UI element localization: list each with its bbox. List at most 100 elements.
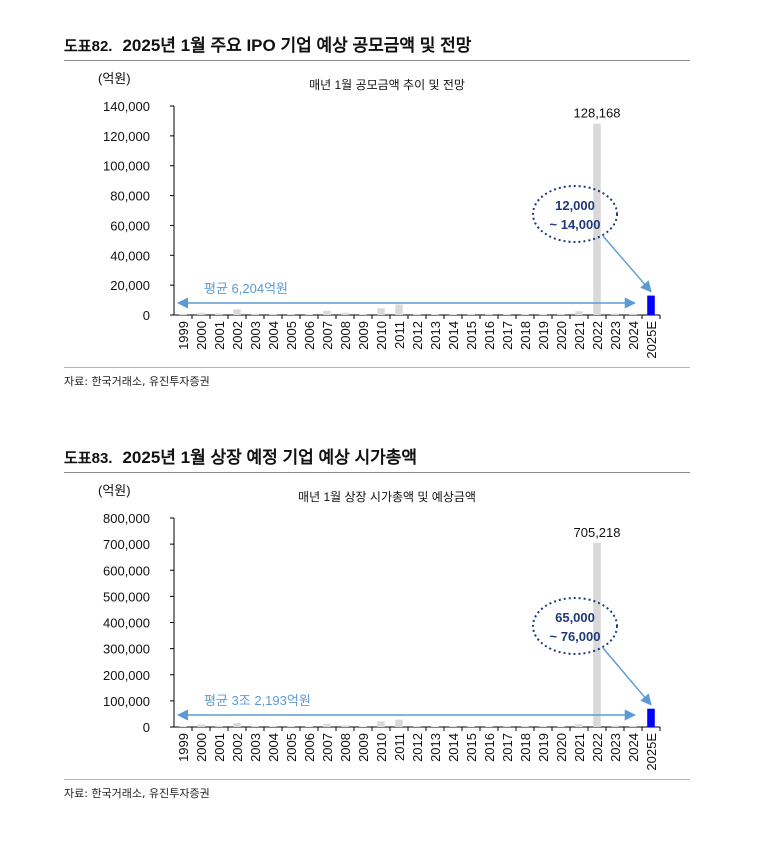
x-tick-label: 2011 — [392, 321, 407, 349]
x-tick-label: 2022 — [590, 733, 605, 762]
bar — [539, 726, 547, 727]
bar — [611, 725, 619, 727]
figure-title-row: 도표82. 2025년 1월 주요 IPO 기업 예상 공모금액 및 전망 — [64, 28, 690, 61]
bar — [395, 719, 403, 727]
bar — [323, 723, 331, 727]
x-tick-label: 2008 — [338, 321, 353, 350]
x-tick-label: 2023 — [608, 733, 623, 762]
x-tick-label: 2018 — [518, 733, 533, 762]
y-tick-label: 300,000 — [103, 642, 150, 657]
bar — [557, 726, 565, 727]
y-tick-label: 140,000 — [103, 99, 150, 114]
bar — [215, 313, 223, 315]
y-tick-label: 40,000 — [110, 248, 150, 263]
bar-forecast — [647, 295, 655, 315]
x-tick-label: 2012 — [410, 321, 425, 350]
bar — [503, 314, 511, 315]
x-tick-label: 2013 — [428, 321, 443, 350]
bar — [377, 308, 385, 315]
forecast-range-upper: 65,000 — [555, 610, 595, 625]
x-tick-label: 2005 — [284, 733, 299, 762]
bar — [521, 726, 529, 727]
x-tick-label: 2022 — [590, 321, 605, 350]
peak-value-label: 128,168 — [574, 106, 621, 121]
bar — [269, 726, 277, 727]
bar — [575, 724, 583, 727]
bar — [197, 312, 205, 315]
bar — [449, 726, 457, 727]
forecast-ellipse — [532, 597, 618, 655]
y-unit-label: (억원) — [98, 483, 131, 498]
peak-value-label: 705,218 — [574, 525, 621, 540]
bar — [233, 309, 241, 315]
x-tick-label: 2010 — [374, 733, 389, 762]
x-tick-label: 2013 — [428, 733, 443, 762]
x-tick-label: 2024 — [626, 321, 641, 350]
bar — [341, 312, 349, 315]
figure-market-cap: 도표83. 2025년 1월 상장 예정 기업 예상 시가총액 (억원) 매년 1… — [64, 440, 690, 801]
x-tick-label: 2003 — [248, 321, 263, 350]
y-tick-label: 200,000 — [103, 668, 150, 683]
x-tick-label: 2009 — [356, 321, 371, 350]
x-tick-label: 2012 — [410, 733, 425, 762]
x-tick-label: 2024 — [626, 733, 641, 762]
bar — [521, 314, 529, 315]
x-tick-label: 2014 — [446, 321, 461, 350]
forecast-range-lower: ~ 14,000 — [550, 217, 601, 232]
x-tick-label: 2005 — [284, 321, 299, 350]
x-tick-label: 2000 — [194, 733, 209, 762]
figure-label: 도표82. — [64, 38, 113, 55]
bar — [539, 314, 547, 315]
y-tick-label: 100,000 — [103, 159, 150, 174]
x-tick-label: 2025E — [644, 733, 659, 771]
x-tick-label: 2011 — [392, 733, 407, 761]
x-tick-label: 2019 — [536, 321, 551, 350]
x-tick-label: 2004 — [266, 321, 281, 350]
x-tick-label: 2014 — [446, 733, 461, 762]
bar — [593, 123, 601, 315]
figure-ipo-amount: 도표82. 2025년 1월 주요 IPO 기업 예상 공모금액 및 전망 (억… — [64, 28, 690, 389]
y-tick-label: 400,000 — [103, 616, 150, 631]
x-tick-label: 1999 — [176, 733, 191, 762]
chart-title: 매년 1월 공모금액 추이 및 전망 — [309, 78, 465, 92]
x-tick-label: 2018 — [518, 321, 533, 350]
bar — [431, 726, 439, 727]
bar — [449, 314, 457, 315]
figure-label: 도표83. — [64, 450, 113, 467]
bar — [593, 542, 601, 727]
bar — [341, 725, 349, 727]
bar — [215, 725, 223, 727]
bar — [251, 313, 259, 315]
bar — [359, 726, 367, 727]
bar — [611, 313, 619, 315]
forecast-range-lower: ~ 76,000 — [550, 629, 601, 644]
bar — [251, 725, 259, 727]
x-tick-label: 2001 — [212, 321, 227, 350]
bar — [485, 726, 493, 727]
y-tick-label: 600,000 — [103, 563, 150, 578]
bar — [629, 725, 637, 727]
x-tick-label: 2019 — [536, 733, 551, 762]
bar — [233, 723, 241, 727]
bar — [305, 726, 313, 727]
chart-ipo-amount: (억원) 매년 1월 공모금액 추이 및 전망 0 20,000 40,000 60,00… — [98, 71, 661, 359]
x-tick-label: 1999 — [176, 321, 191, 350]
bar — [377, 721, 385, 727]
x-tick-label: 2007 — [320, 321, 335, 350]
bar — [503, 725, 511, 727]
bar — [197, 724, 205, 727]
y-tick-label: 0 — [143, 720, 150, 735]
bar — [467, 726, 475, 727]
x-tick-label: 2025E — [644, 321, 659, 359]
y-tick-label: 500,000 — [103, 589, 150, 604]
y-tick-label: 120,000 — [103, 129, 150, 144]
bar — [323, 310, 331, 315]
figure-title: 2025년 1월 상장 예정 기업 예상 시가총액 — [122, 448, 418, 467]
average-label: 평균 6,204억원 — [204, 281, 288, 296]
x-tick-label: 2017 — [500, 733, 515, 762]
y-tick-label: 0 — [143, 308, 150, 323]
x-tick-label: 2015 — [464, 321, 479, 350]
x-tick-label: 2002 — [230, 321, 245, 350]
y-tick-label: 20,000 — [110, 278, 150, 293]
bar — [413, 314, 421, 315]
